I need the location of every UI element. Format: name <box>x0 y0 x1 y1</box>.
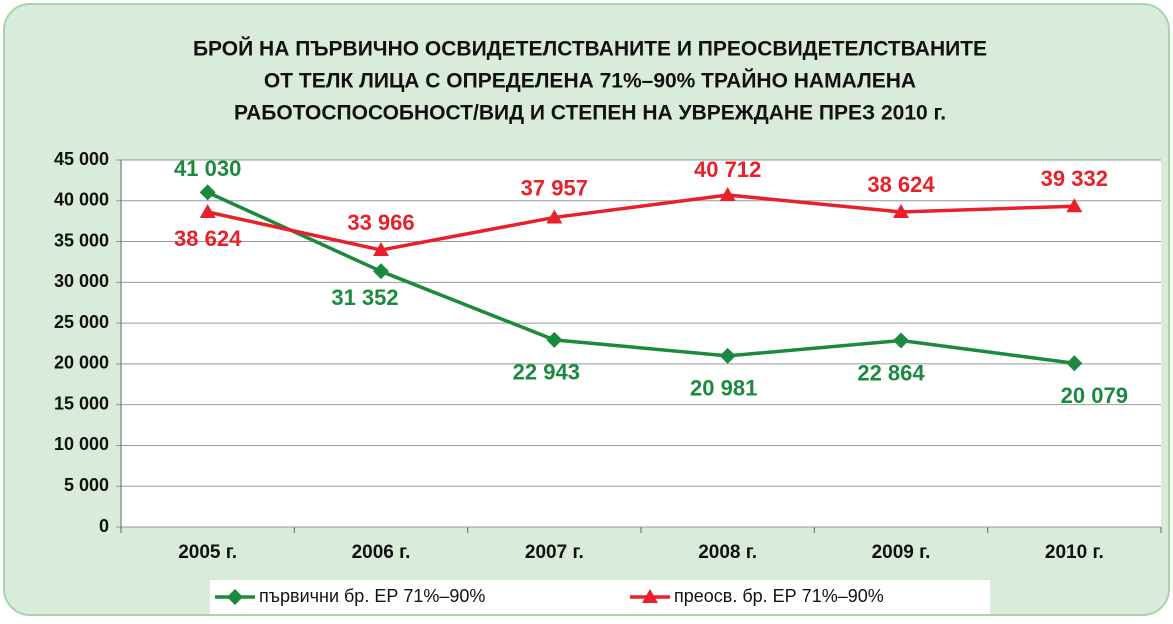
marker <box>893 203 909 218</box>
chart-title: РАБОТОСПОСОБНОСТ/ВИД И СТЕПЕН НА УВРЕЖДА… <box>234 102 946 125</box>
legend-label: преосв. бр. ЕР 71%–90% <box>674 586 884 606</box>
data-label: 41 030 <box>174 156 241 181</box>
data-label: 38 624 <box>867 172 935 197</box>
legend-box <box>210 580 990 614</box>
series-line <box>207 193 1075 252</box>
y-tick-label: 40 000 <box>54 190 109 210</box>
y-tick-label: 15 000 <box>54 393 109 413</box>
marker <box>719 347 736 364</box>
data-label: 20 981 <box>690 376 757 401</box>
data-label: 22 864 <box>857 360 925 385</box>
y-tick-label: 25 000 <box>54 312 109 332</box>
data-label: 31 352 <box>331 285 398 310</box>
chart-title: ОТ ТЕЛК ЛИЦА С ОПРЕДЕЛЕНА 71%–90% ТРАЙНО… <box>264 69 916 93</box>
x-tick-label: 2008 г. <box>698 542 757 563</box>
data-label: 37 957 <box>521 175 588 200</box>
marker <box>373 241 389 256</box>
y-tick-label: 30 000 <box>54 271 109 291</box>
y-tick-label: 35 000 <box>54 230 109 250</box>
data-label: 40 712 <box>694 157 761 182</box>
data-label: 38 624 <box>174 226 242 251</box>
y-tick-label: 5 000 <box>64 475 109 495</box>
marker <box>546 331 563 348</box>
marker <box>546 209 563 224</box>
data-label: 39 332 <box>1041 166 1108 191</box>
marker <box>199 203 216 218</box>
legend-label: първични бр. ЕР 71%–90% <box>259 586 485 606</box>
plot-area <box>121 160 1161 527</box>
marker <box>373 263 389 280</box>
y-tick-label: 0 <box>99 516 109 536</box>
marker <box>1066 198 1083 213</box>
series-line <box>206 190 1075 365</box>
marker <box>893 332 909 349</box>
data-label: 33 966 <box>347 210 414 235</box>
x-tick-label: 2010 г. <box>1045 542 1104 563</box>
x-tick-label: 2009 г. <box>872 542 931 563</box>
marker <box>719 186 736 201</box>
y-tick-label: 20 000 <box>54 353 109 373</box>
x-tick-label: 2005 г. <box>178 542 237 563</box>
marker <box>227 589 243 605</box>
marker <box>642 589 658 603</box>
data-label: 22 943 <box>513 360 580 385</box>
marker <box>199 184 216 201</box>
chart-title: БРОЙ НА ПЪРВИЧНО ОСВИДЕТЕЛСТВАНИТЕ И ПРЕ… <box>193 37 987 61</box>
marker <box>1066 355 1083 372</box>
data-label: 20 079 <box>1061 383 1128 408</box>
y-tick-label: 45 000 <box>54 149 109 169</box>
y-tick-label: 10 000 <box>54 434 109 454</box>
x-tick-label: 2006 г. <box>352 542 411 563</box>
x-tick-label: 2007 г. <box>525 542 584 563</box>
